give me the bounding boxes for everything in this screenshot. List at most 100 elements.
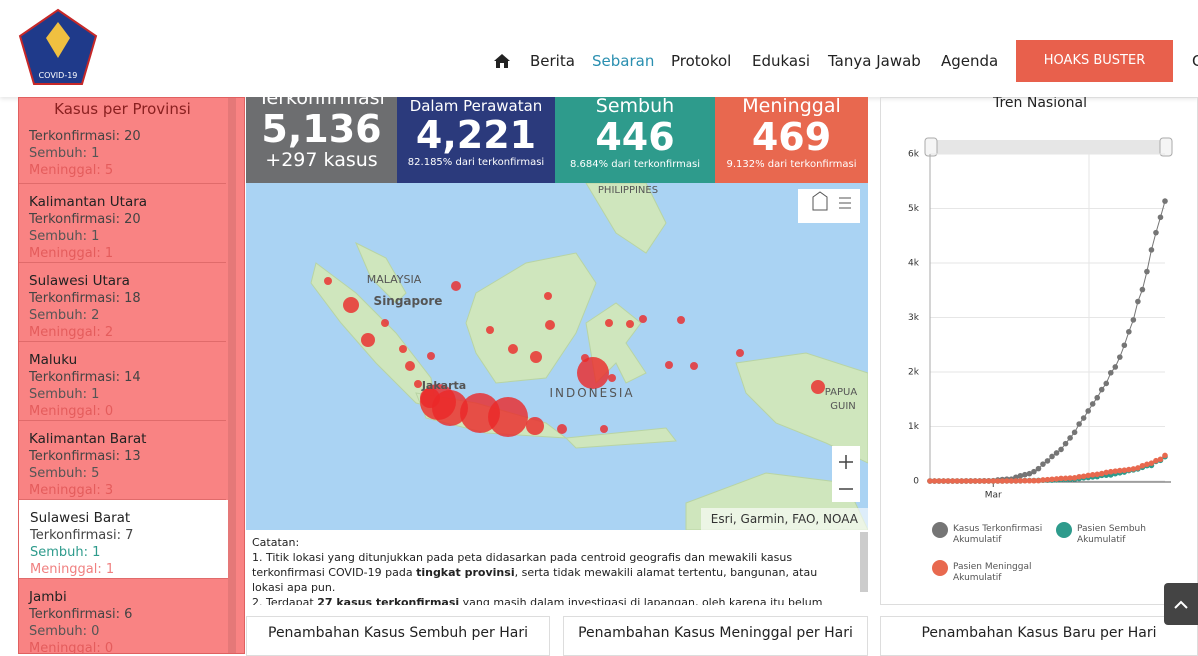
data-point	[1035, 477, 1042, 484]
case-dot	[451, 281, 461, 291]
data-point	[1144, 461, 1150, 468]
data-point	[1117, 467, 1123, 474]
province-item[interactable]: Jambi Terkonfirmasi: 6 Sembuh: 0 Meninggal:…	[19, 579, 226, 654]
x-tick-label: Mar	[985, 491, 1002, 501]
nav-link[interactable]: Berita	[530, 52, 575, 70]
note-line: 1. Titik lokasi yang ditunjukkan pada pe…	[252, 550, 852, 595]
map-label: MALAYSIA	[367, 273, 422, 286]
data-point	[1017, 472, 1024, 479]
case-dot	[399, 345, 407, 353]
data-point	[1044, 458, 1051, 464]
data-point	[945, 478, 951, 484]
note-text: tingkat provinsi	[416, 566, 515, 579]
map-label: GUIN	[830, 401, 856, 412]
legend-text: Pasien Sembuh Akumulatif	[1077, 524, 1146, 545]
data-point	[1117, 354, 1123, 360]
trend-chart: Tren Nasional 0 1k 2k 3k 4k 5k 6k Mar	[908, 97, 1173, 501]
province-confirmed: Terkonfirmasi: 13	[29, 449, 141, 464]
data-point	[1067, 475, 1073, 481]
note-text: 27 kasus terkonfirmasi	[317, 596, 460, 605]
province-recovered: Sembuh: 5	[29, 466, 100, 481]
stat-label: Dalam Perawatan	[409, 97, 543, 115]
slider-handle[interactable]	[1159, 137, 1173, 157]
province-recovered: Sembuh: 1	[29, 387, 100, 402]
case-dot	[677, 316, 685, 324]
province-deaths: Meninggal: 2	[29, 325, 114, 340]
logo[interactable]: COVID-19	[18, 8, 98, 86]
data-point	[1089, 401, 1096, 407]
nav-link[interactable]: Edukasi	[752, 52, 811, 70]
case-dot	[486, 326, 494, 334]
data-point	[1062, 440, 1069, 447]
data-point	[1058, 446, 1064, 453]
data-point	[1112, 468, 1119, 474]
y-tick-label: 0	[913, 477, 919, 487]
case-dot	[600, 425, 608, 433]
province-item[interactable]: Sulawesi Utara Terkonfirmasi: 18 Sembuh: 2…	[19, 263, 226, 342]
data-point	[949, 478, 956, 484]
nav-link[interactable]: Sebaran	[592, 52, 655, 70]
province-item[interactable]: Maluku Terkonfirmasi: 14 Sembuh: 1 Meningga…	[19, 342, 226, 421]
map[interactable]: Esri, Garmin, FAO, NOAA MALAYSIA Singapor…	[246, 183, 868, 530]
data-point	[1035, 465, 1042, 472]
notes: Catatan: 1. Titik lokasi yang ditunjukka…	[246, 530, 858, 605]
case-dot	[811, 380, 825, 394]
legend-item[interactable]: Pasien Sembuh Akumulatif	[1056, 522, 1176, 552]
nav-link[interactable]: Tanya Jawab	[828, 52, 921, 70]
map-label: INDONESIA	[549, 386, 634, 400]
note-text: 2. Terdapat	[252, 596, 318, 605]
stat-label: Meninggal	[742, 97, 841, 117]
data-point	[1053, 450, 1060, 456]
legend-item[interactable]: Kasus Terkonfirmasi Akumulatif	[932, 522, 1052, 552]
province-recovered: Sembuh: 1	[29, 146, 100, 161]
case-dot	[557, 424, 567, 434]
data-point	[1107, 468, 1114, 475]
home-button[interactable]	[812, 191, 828, 211]
stat-label: Sembuh	[595, 97, 675, 117]
province-deaths: Meninggal: 3	[29, 483, 114, 498]
data-point	[1076, 473, 1082, 480]
nav-link[interactable]: Protokol	[671, 52, 732, 70]
data-point	[1157, 456, 1164, 463]
slider-handle[interactable]	[924, 137, 938, 157]
attribution: Esri, Garmin, FAO, NOAA	[711, 512, 859, 526]
data-point	[1040, 461, 1046, 467]
province-item[interactable]: Kalimantan Utara Terkonfirmasi: 20 Sembuh:…	[19, 184, 226, 263]
home-icon[interactable]	[493, 53, 511, 69]
province-item[interactable]: Kalimantan Barat Terkonfirmasi: 13 Sembuh:…	[19, 421, 226, 500]
case-dot	[530, 351, 542, 363]
province-item[interactable]: Terkonfirmasi: 20 Sembuh: 1 Meninggal: 5	[19, 126, 226, 184]
bottom-card: Penambahan Kasus Meninggal per Hari	[563, 616, 868, 656]
stat-sub: 82.185% dari terkonfirmasi	[407, 157, 545, 168]
data-point	[1153, 229, 1159, 236]
data-point	[1162, 198, 1168, 204]
legend-button[interactable]	[839, 197, 851, 209]
map-tools[interactable]	[798, 189, 860, 223]
data-point	[1062, 475, 1069, 482]
data-point	[972, 478, 978, 484]
province-item[interactable]: Sulawesi Barat Terkonfirmasi: 7 Sembuh: 1 M…	[19, 500, 228, 579]
scrollbar[interactable]	[228, 98, 236, 653]
range-slider[interactable]	[932, 140, 1168, 154]
case-dot	[736, 349, 744, 357]
data-point	[1139, 462, 1146, 469]
data-point	[999, 478, 1006, 484]
province-panel: Kasus per Provinsi Terkonfirmasi: 20 Semb…	[18, 97, 245, 654]
data-point	[1153, 457, 1159, 464]
legend-item[interactable]: Pasien Meninggal Akumulatif	[932, 560, 1052, 590]
note-text: , serta tidak mewakili alamat tertentu, …	[252, 566, 818, 594]
stat-value: 5,136	[261, 107, 382, 151]
data-point	[1121, 467, 1128, 474]
province-deaths: Meninggal: 0	[29, 641, 114, 654]
scroll-top[interactable]	[1164, 583, 1198, 625]
legend-text: Pasien Meninggal Akumulatif	[953, 562, 1032, 583]
nav-link[interactable]: Agenda	[941, 52, 999, 70]
notes-scrollbar[interactable]	[860, 532, 868, 592]
hoaks-button[interactable]: HOAKS BUSTER	[1016, 40, 1173, 82]
zoom-controls[interactable]	[832, 446, 860, 502]
stat-card: Dalam Perawatan 4,221 82.185% dari terkonf…	[397, 97, 555, 183]
data-point	[1148, 247, 1155, 253]
zoom-icons[interactable]	[839, 455, 853, 490]
stat-card: Meninggal 469 9.132% dari terkonfirmasi	[715, 97, 868, 183]
data-point	[1094, 394, 1101, 401]
